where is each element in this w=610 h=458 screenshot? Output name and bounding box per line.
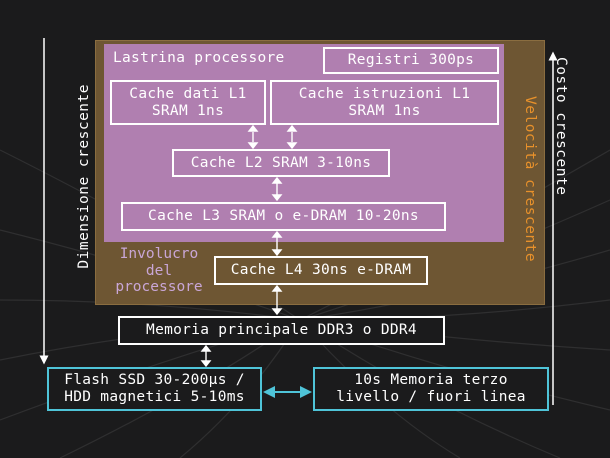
l1-data-line2: SRAM 1ns xyxy=(151,102,225,119)
l3-cache-box: Cache L3 SRAM o e-DRAM 10-20ns xyxy=(121,202,446,231)
l1-instr-line1: Cache istruzioni L1 xyxy=(298,85,471,102)
package-label-line3: processore xyxy=(115,279,203,295)
l2-cache-box: Cache L2 SRAM 3-10ns xyxy=(172,149,390,177)
package-label-line2: del xyxy=(145,262,173,279)
axis-speed-label: Velocità crescente xyxy=(522,96,538,263)
l1-data-line1: Cache dati L1 xyxy=(129,85,247,102)
l1-data-cache-box: Cache dati L1 SRAM 1ns xyxy=(110,80,266,125)
flash-line1: Flash SSD 30-200µs / xyxy=(64,372,245,388)
l1-instr-line2: SRAM 1ns xyxy=(348,102,421,119)
axis-size-label: Dimensione crescente xyxy=(76,84,92,269)
tertiary-line2: livello / fuori linea xyxy=(336,389,526,405)
axis-cost-label: Costo crescente xyxy=(553,57,569,196)
tertiary-line1: 10s Memoria terzo xyxy=(354,372,508,388)
main-memory-box: Memoria principale DDR3 o DDR4 xyxy=(118,316,445,345)
l4-cache-box: Cache L4 30ns e-DRAM xyxy=(214,256,428,285)
l1-instruction-cache-box: Cache istruzioni L1 SRAM 1ns xyxy=(270,80,499,125)
package-label-line1: Involucro xyxy=(119,246,199,262)
package-label: Involucro del processore xyxy=(110,246,208,296)
tertiary-storage-box: 10s Memoria terzo livello / fuori linea xyxy=(313,367,549,411)
flash-line2: HDD magnetici 5-10ms xyxy=(64,389,245,405)
processor-die xyxy=(104,44,504,242)
flash-storage-box: Flash SSD 30-200µs / HDD magnetici 5-10m… xyxy=(47,367,262,411)
registers-box: Registri 300ps xyxy=(323,47,499,74)
die-label: Lastrina processore xyxy=(113,50,285,66)
